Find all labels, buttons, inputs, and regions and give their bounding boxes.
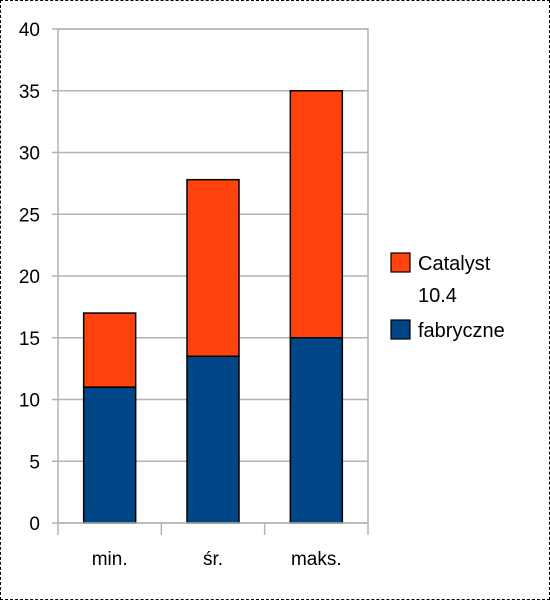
legend: Catalyst 10.4 fabryczne	[390, 252, 505, 342]
legend-label: Catalyst	[418, 253, 491, 275]
y-tick-label: 0	[29, 514, 40, 535]
y-tick-label: 10	[19, 391, 40, 412]
plot-area-border	[57, 28, 369, 524]
bar-catalyst-1	[186, 178, 240, 358]
bars	[82, 90, 344, 524]
bar-fabryczne-2	[289, 337, 344, 524]
legend-label: fabryczne	[418, 320, 505, 342]
y-tick-label: 35	[19, 82, 40, 103]
legend-swatch	[390, 319, 411, 340]
y-tick-label: 25	[19, 205, 40, 226]
x-tick-label: śr.	[203, 549, 223, 570]
x-tick-label: min.	[92, 549, 128, 570]
y-tick-label: 20	[19, 267, 40, 288]
y-tick-label: 5	[29, 452, 40, 473]
legend-label: 10.4	[418, 285, 457, 307]
y-tick-label: 15	[19, 329, 40, 350]
axes: 0 5 10 15 20 25 30 35 40 min. śr. maks.	[19, 20, 369, 570]
bar-fabryczne-1	[186, 355, 240, 524]
bar-catalyst-0	[82, 312, 137, 388]
bar-catalyst-2	[289, 90, 344, 339]
bar-fabryczne-0	[82, 386, 137, 524]
legend-swatch	[390, 252, 411, 273]
y-tick-label: 30	[19, 144, 40, 165]
y-tick-label: 40	[19, 20, 40, 41]
x-tick-label: maks.	[291, 549, 342, 570]
